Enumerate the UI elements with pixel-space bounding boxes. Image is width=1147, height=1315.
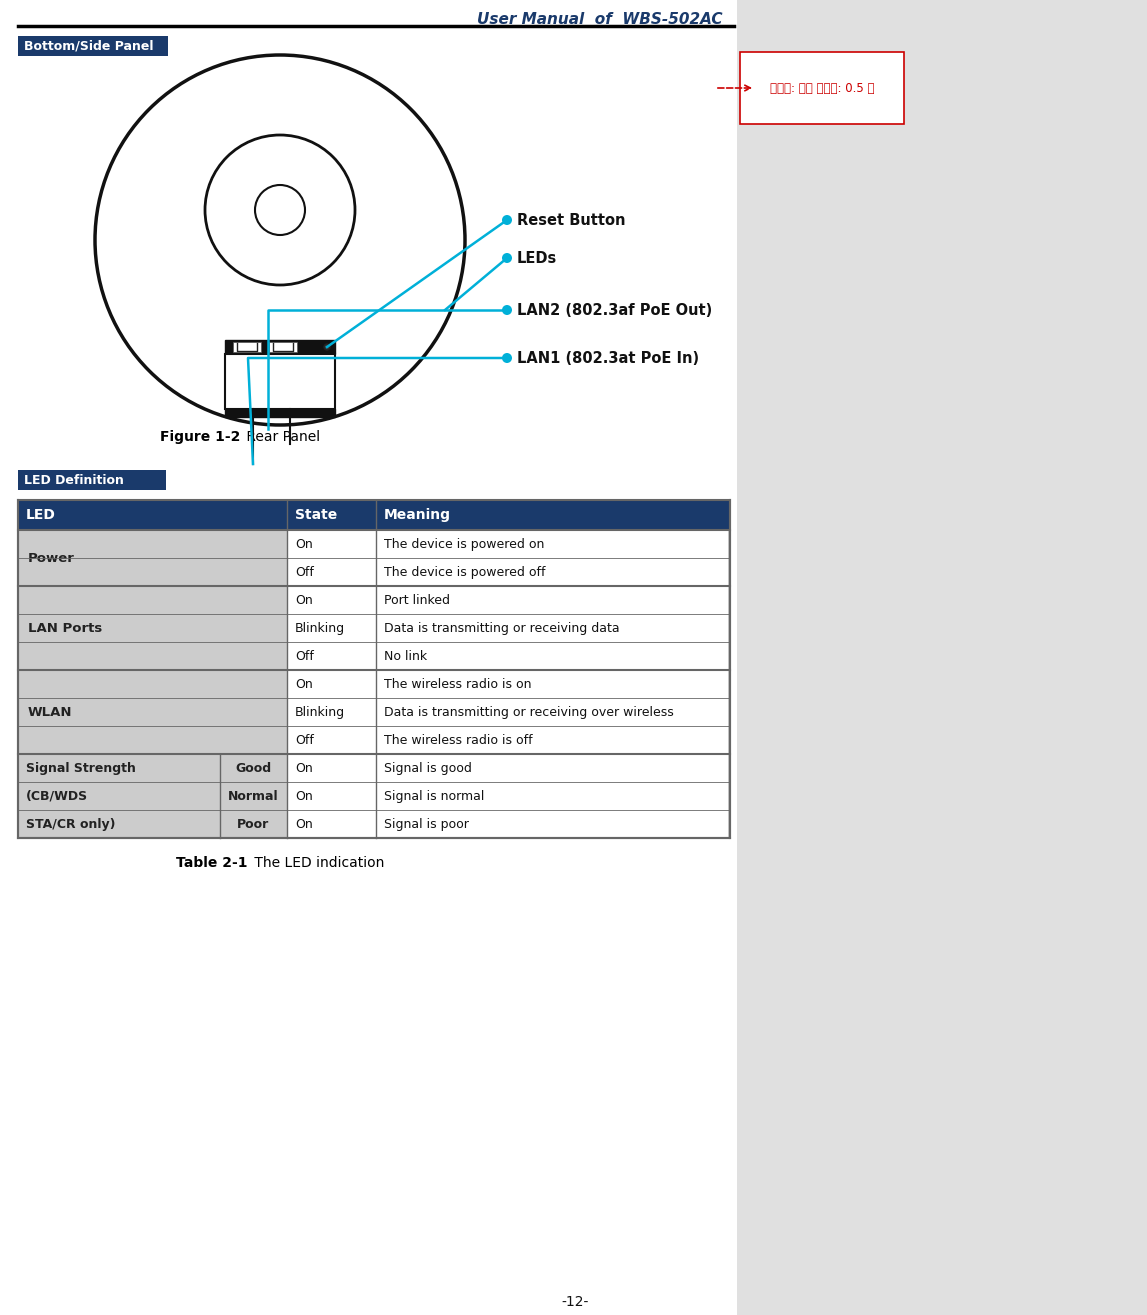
Text: Data is transmitting or receiving data: Data is transmitting or receiving data — [384, 622, 619, 635]
Bar — [18, 753, 729, 782]
Bar — [18, 530, 729, 558]
Bar — [18, 614, 729, 642]
Text: Off: Off — [295, 734, 314, 747]
Text: Good: Good — [235, 761, 272, 775]
Text: Signal Strength: Signal Strength — [26, 761, 135, 775]
Circle shape — [502, 352, 512, 363]
Circle shape — [95, 55, 465, 425]
Text: The device is powered off: The device is powered off — [384, 565, 546, 579]
Text: LED Definition: LED Definition — [24, 473, 124, 487]
Text: Rear Panel: Rear Panel — [242, 430, 320, 444]
Bar — [18, 671, 287, 753]
Text: Reset Button: Reset Button — [517, 213, 625, 227]
Text: On: On — [295, 538, 313, 551]
Bar — [18, 36, 167, 57]
Bar — [287, 753, 728, 782]
Text: No link: No link — [384, 650, 427, 663]
Circle shape — [205, 135, 356, 285]
Text: Port linked: Port linked — [384, 593, 450, 606]
Bar — [287, 614, 728, 642]
Bar — [18, 810, 729, 838]
Bar — [287, 530, 728, 558]
Circle shape — [502, 305, 512, 316]
Text: -12-: -12- — [561, 1295, 588, 1308]
Text: The LED indication: The LED indication — [250, 856, 384, 871]
Text: (CB/WDS: (CB/WDS — [26, 789, 88, 802]
Text: Signal is poor: Signal is poor — [384, 818, 469, 831]
Bar — [287, 810, 728, 838]
Text: LEDs: LEDs — [517, 250, 557, 266]
Text: Figure 1-2: Figure 1-2 — [159, 430, 240, 444]
Bar — [18, 500, 729, 530]
Bar — [233, 342, 262, 352]
Text: The device is powered on: The device is powered on — [384, 538, 545, 551]
Bar — [738, 0, 1147, 1315]
Bar — [18, 500, 729, 838]
Text: Bottom/Side Panel: Bottom/Side Panel — [24, 39, 154, 53]
Text: On: On — [295, 789, 313, 802]
Text: State: State — [295, 508, 337, 522]
Bar — [287, 586, 728, 614]
Text: Poor: Poor — [237, 818, 270, 831]
Bar — [18, 586, 287, 671]
Bar — [18, 469, 166, 490]
Text: Blinking: Blinking — [295, 622, 345, 635]
Text: On: On — [295, 593, 313, 606]
Bar — [287, 671, 728, 698]
Text: Signal is normal: Signal is normal — [384, 789, 484, 802]
Bar — [18, 698, 729, 726]
Circle shape — [502, 252, 512, 263]
Text: Signal is good: Signal is good — [384, 761, 471, 775]
Text: Off: Off — [295, 650, 314, 663]
Bar — [270, 342, 297, 352]
Circle shape — [323, 345, 330, 350]
Text: LAN2 (802.3af PoE Out): LAN2 (802.3af PoE Out) — [517, 302, 712, 317]
Text: On: On — [295, 818, 313, 831]
Text: User Manual  of  WBS-502AC: User Manual of WBS-502AC — [477, 12, 723, 28]
Bar — [18, 726, 729, 753]
Text: On: On — [295, 761, 313, 775]
Bar — [225, 354, 335, 409]
Bar — [225, 341, 335, 354]
Bar — [287, 642, 728, 671]
Bar — [18, 642, 729, 671]
Text: The wireless radio is on: The wireless radio is on — [384, 677, 531, 690]
Text: LED: LED — [26, 508, 56, 522]
Text: Blinking: Blinking — [295, 706, 345, 718]
Text: Table 2-1: Table 2-1 — [177, 856, 248, 871]
Text: The wireless radio is off: The wireless radio is off — [384, 734, 532, 747]
Text: LAN Ports: LAN Ports — [28, 622, 102, 635]
Bar — [225, 409, 335, 417]
Text: On: On — [295, 677, 313, 690]
Text: Meaning: Meaning — [384, 508, 451, 522]
Text: LAN1 (802.3at PoE In): LAN1 (802.3at PoE In) — [517, 351, 700, 366]
Text: 格式化: 間距 套用後: 0.5 行: 格式化: 間距 套用後: 0.5 行 — [770, 82, 874, 95]
Text: STA/CR only): STA/CR only) — [26, 818, 116, 831]
Bar — [18, 782, 729, 810]
Circle shape — [502, 214, 512, 225]
Bar — [18, 586, 729, 614]
Bar — [287, 782, 728, 810]
Text: Normal: Normal — [228, 789, 279, 802]
Text: WLAN: WLAN — [28, 706, 72, 718]
Circle shape — [255, 185, 305, 235]
Bar — [287, 698, 728, 726]
Text: Off: Off — [295, 565, 314, 579]
Text: Power: Power — [28, 551, 75, 564]
Text: Data is transmitting or receiving over wireless: Data is transmitting or receiving over w… — [384, 706, 673, 718]
Bar — [18, 558, 729, 586]
Bar — [18, 530, 287, 586]
Bar — [287, 558, 728, 586]
Bar — [18, 671, 729, 698]
Bar — [287, 726, 728, 753]
